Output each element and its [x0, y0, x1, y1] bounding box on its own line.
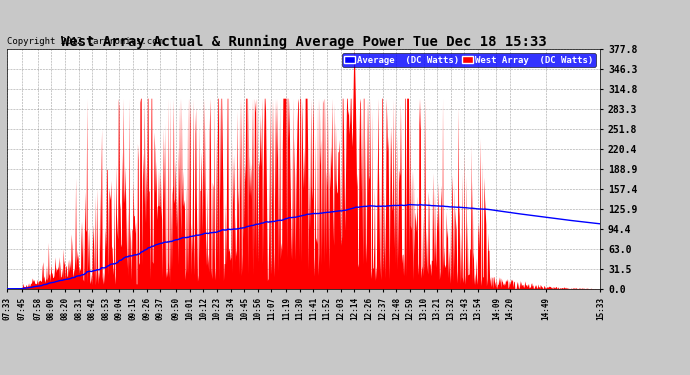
Text: Copyright 2012 Cartronics.com: Copyright 2012 Cartronics.com — [7, 38, 163, 46]
Title: West Array Actual & Running Average Power Tue Dec 18 15:33: West Array Actual & Running Average Powe… — [61, 34, 546, 49]
Legend: Average  (DC Watts), West Array  (DC Watts): Average (DC Watts), West Array (DC Watts… — [342, 53, 595, 67]
